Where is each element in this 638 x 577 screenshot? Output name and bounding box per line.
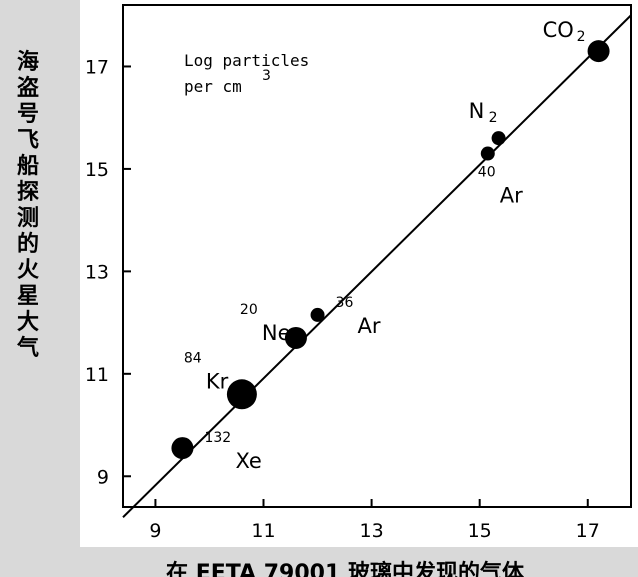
subscript: 2 <box>489 110 498 126</box>
element-name: N <box>469 99 485 123</box>
mass-number: 20 <box>240 302 258 318</box>
element-name: Ar <box>358 314 381 338</box>
data-point <box>226 379 257 410</box>
data-point <box>587 40 610 63</box>
legend-annotation: Log particles per cm 3 <box>184 51 309 96</box>
point-label: CO 2 <box>543 18 586 45</box>
y-axis-label: 海盗号飞船探测的火星大气 <box>16 50 39 361</box>
x-tick-label: 17 <box>576 520 600 542</box>
element-name: Ne <box>262 321 291 345</box>
element-name: CO <box>543 18 574 42</box>
mass-number: 132 <box>204 430 231 446</box>
mass-number: 40 <box>478 165 496 181</box>
element-name: Ar <box>500 184 523 208</box>
x-tick-label: 13 <box>360 520 384 542</box>
x-tick-label: 15 <box>468 520 492 542</box>
x-axis-label: 在 EETA 79001 玻璃中发现的气体 <box>166 561 524 577</box>
y-tick-label: 15 <box>85 159 109 181</box>
data-point <box>491 131 506 146</box>
annotation-line1: Log particles <box>184 51 309 70</box>
annotation-line2: per cm <box>184 77 242 96</box>
plot-frame <box>122 4 632 508</box>
data-point <box>284 326 307 349</box>
y-tick-label: 13 <box>85 261 109 283</box>
fit-line <box>122 14 632 518</box>
ticks: 9 11 13 15 17 9 11 13 15 17 <box>85 56 600 542</box>
element-name: Xe <box>235 449 261 473</box>
y-tick-label: 9 <box>97 466 109 488</box>
x-tick-label: 9 <box>149 520 161 542</box>
mass-number: 36 <box>336 295 354 311</box>
data-points <box>171 40 610 460</box>
chart-panel <box>80 0 638 547</box>
annotation-superscript: 3 <box>262 68 271 84</box>
y-tick-label: 17 <box>85 56 109 78</box>
mass-number: 84 <box>184 350 202 366</box>
data-point <box>480 146 495 161</box>
data-point <box>310 307 325 322</box>
subscript: 2 <box>577 29 586 45</box>
x-tick-label: 11 <box>251 520 275 542</box>
y-tick-label: 11 <box>85 364 109 386</box>
data-point <box>171 437 194 460</box>
element-name: Kr <box>206 369 229 393</box>
